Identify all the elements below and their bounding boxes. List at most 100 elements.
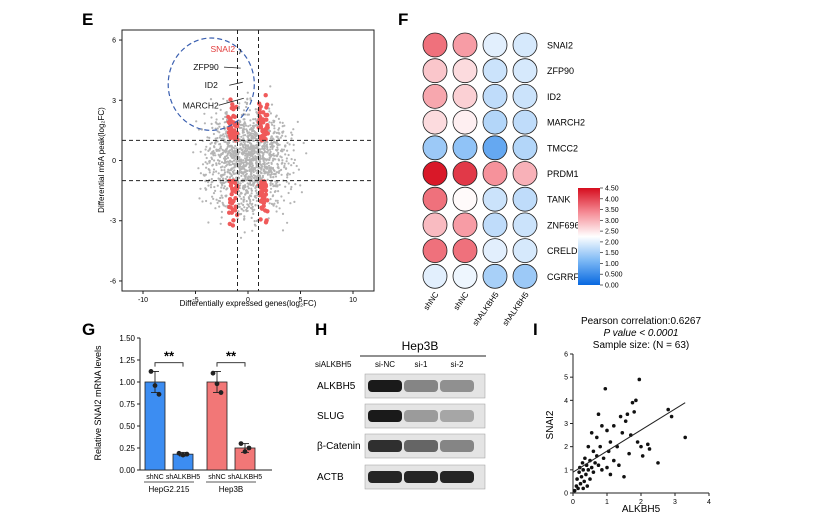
- gene-point: [212, 197, 215, 200]
- x-tick-label: 4: [707, 499, 711, 506]
- significant-point: [227, 210, 232, 215]
- significant-point: [229, 105, 234, 111]
- gene-point: [220, 182, 223, 185]
- gene-point: [253, 208, 256, 211]
- gene-point: [278, 143, 281, 146]
- group-label: HepG2.215: [149, 485, 190, 494]
- gene-point: [218, 125, 221, 128]
- significant-point: [230, 188, 235, 194]
- gene-point: [197, 167, 200, 170]
- gene-point: [252, 126, 255, 129]
- gene-point: [250, 174, 253, 178]
- gene-point: [242, 130, 245, 133]
- gene-point: [255, 191, 258, 195]
- gene-point: [238, 190, 241, 193]
- gene-point: [226, 170, 229, 173]
- gene-point: [212, 171, 215, 174]
- colorbar-tick-label: 4.50: [605, 186, 619, 193]
- gene-point: [268, 110, 271, 113]
- gene-point: [241, 153, 244, 156]
- data-point: [589, 430, 594, 435]
- gene-point: [248, 134, 251, 137]
- gene-point: [250, 142, 253, 145]
- gene-point: [240, 126, 243, 129]
- gene-point: [284, 145, 287, 148]
- gene-point: [281, 125, 284, 128]
- gene-point: [250, 189, 253, 192]
- gene-point: [245, 105, 248, 109]
- heatmap-cell: [452, 58, 478, 84]
- gene-point: [211, 195, 214, 198]
- gene-point: [290, 158, 293, 161]
- gene-point: [273, 169, 276, 172]
- gene-point: [269, 148, 272, 151]
- data-point: [596, 412, 601, 417]
- heatmap-cell: [452, 135, 478, 161]
- gene-point: [240, 197, 243, 200]
- lane-label: si-2: [451, 360, 464, 369]
- gene-point: [286, 176, 289, 179]
- heatmap-cell: [482, 32, 508, 58]
- y-tick-label: 2: [564, 444, 568, 451]
- gene-point: [230, 148, 233, 151]
- data-point: [575, 477, 579, 481]
- gene-point: [278, 207, 281, 210]
- gene-point: [263, 145, 266, 148]
- gene-point: [221, 148, 224, 151]
- gene-point: [248, 198, 251, 201]
- data-point: [646, 442, 650, 447]
- gene-point: [295, 164, 298, 168]
- significant-point: [261, 110, 266, 115]
- gene-point: [246, 129, 249, 132]
- gene-point: [254, 117, 257, 121]
- heatmap-cell: [422, 212, 448, 238]
- gene-point: [242, 146, 245, 149]
- gene-point: [253, 220, 256, 223]
- gene-point: [249, 195, 253, 198]
- gene-point: [246, 203, 249, 206]
- gene-point: [220, 153, 223, 156]
- x-tick-label: 3: [673, 499, 677, 506]
- gene-point: [292, 128, 295, 131]
- significant-point: [227, 204, 232, 210]
- gene-point: [302, 141, 305, 145]
- significant-point: [234, 130, 240, 136]
- colorbar-tick-label: 4.00: [605, 196, 619, 203]
- gene-point: [212, 154, 215, 157]
- gene-point: [284, 135, 287, 138]
- gene-point: [277, 137, 280, 140]
- gene-point: [225, 112, 228, 116]
- gene-point: [251, 208, 254, 211]
- gene-point: [216, 130, 219, 133]
- blot-band: [368, 440, 402, 452]
- data-point: [647, 447, 652, 451]
- heatmap-cell: [512, 263, 538, 289]
- gene-point: [205, 199, 208, 203]
- gene-point: [271, 123, 274, 126]
- data-point: [608, 472, 613, 477]
- gene-point: [230, 155, 233, 158]
- gene-point: [277, 190, 280, 193]
- colorbar-tick-label: 1.50: [605, 250, 619, 257]
- blot-band: [404, 410, 438, 422]
- gene-point: [206, 162, 209, 165]
- gene-point: [229, 144, 232, 147]
- gene-point: [223, 159, 227, 162]
- gene-point: [254, 108, 257, 111]
- title-line-2: P value < 0.0001: [604, 328, 679, 339]
- gene-point: [266, 167, 269, 170]
- bars: ** **: [144, 349, 256, 471]
- gene-point: [274, 172, 277, 176]
- data-point: [598, 444, 602, 449]
- gene-point: [267, 169, 271, 172]
- gene-point: [217, 172, 220, 175]
- gene-point: [241, 178, 244, 181]
- data-point: [242, 449, 248, 454]
- data-point: [581, 486, 585, 491]
- gene-point: [255, 199, 258, 202]
- significant-point: [258, 114, 263, 120]
- y-tick-label: 1.25: [119, 356, 135, 365]
- data-point: [620, 430, 625, 435]
- gene-point: [233, 159, 236, 162]
- significant-point: [229, 127, 234, 132]
